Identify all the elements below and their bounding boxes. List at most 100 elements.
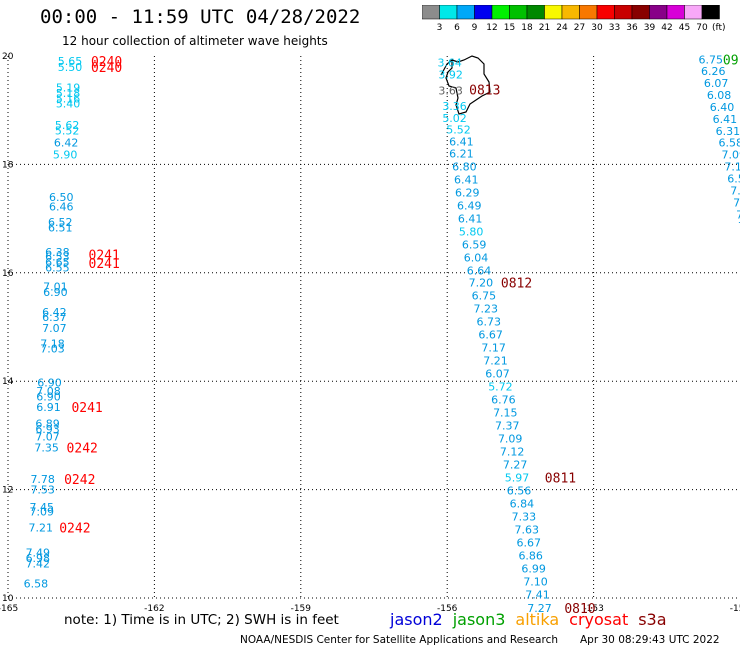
colorbar-label: 21 (539, 23, 550, 33)
colorbar-label: 12 (486, 23, 497, 33)
swh-value: 5.80 (459, 226, 484, 239)
swh-value: 7.02 (733, 196, 740, 209)
swh-value: 5.62 (55, 119, 80, 132)
swh-value: 6.31 (716, 125, 740, 138)
swh-value: 6.07 (485, 368, 510, 381)
colorbar-swatch (439, 5, 458, 20)
swh-value: 5.72 (488, 381, 513, 394)
y-tick-label: 10 (2, 594, 14, 604)
swh-value: 7.21 (28, 522, 53, 535)
pass-time: 0240 (91, 55, 122, 70)
swh-value: 7.09 (29, 505, 54, 518)
swh-value: 7.1 (736, 208, 740, 221)
swh-value: 5.02 (442, 112, 467, 125)
swh-value: 6.75 (699, 53, 724, 66)
swh-value: 5.19 (56, 81, 81, 94)
colorbar-label: 70 (696, 23, 708, 33)
swh-value: 5.65 (58, 55, 83, 68)
swh-value: 7.03 (40, 343, 65, 356)
swh-value: 6.26 (701, 65, 726, 78)
y-tick-label: 20 (2, 52, 14, 62)
swh-value: 6.42 (54, 137, 79, 150)
swh-value: 7.49 (26, 546, 51, 559)
graticule (8, 56, 740, 598)
colorbar-swatch (561, 5, 580, 20)
swh-value: 6.58 (24, 577, 48, 590)
coastline-big-island (440, 55, 491, 115)
swh-value: 3.63 (438, 85, 463, 98)
x-tick-label: -150 (730, 604, 740, 614)
axis-tick-labels: -165 -162 -159 -156 -153 -150 20 18 16 14 12 10 (0, 52, 740, 614)
swh-value: 6.37 (42, 311, 67, 324)
pass-time: 0813 (469, 84, 500, 99)
swh-value: 7.37 (495, 420, 520, 433)
swh-value: 7.45 (29, 501, 54, 514)
swh-value: 7.42 (26, 557, 51, 570)
x-tick-label: -165 (0, 604, 18, 614)
swh-value: 6.46 (49, 201, 74, 214)
swh-value: 7.27 (503, 459, 528, 472)
swh-value: 7.17 (481, 342, 506, 355)
swh-value: 5.97 (505, 472, 530, 485)
swh-value: 6.90 (43, 286, 68, 299)
colorbar-swatch (596, 5, 615, 20)
swh-value: 6.86 (518, 550, 543, 563)
colorbar-swatch (666, 5, 685, 20)
satellite-legend: jason2 jason3 altika cryosat s3a (390, 610, 677, 629)
swh-value: 7.41 (525, 589, 550, 602)
pass-time: 0915 (723, 53, 740, 68)
swh-value: 7.18 (40, 337, 65, 350)
swh-value: 6.29 (455, 187, 480, 200)
y-tick-label: 18 (2, 160, 14, 170)
swh-value: 3.92 (438, 68, 463, 81)
swh-value: 6.41 (458, 213, 483, 226)
coastline (440, 55, 491, 115)
swh-value: 6.50 (49, 191, 74, 204)
swh-value: 6.58 (719, 137, 740, 150)
swh-value: 7.33 (512, 511, 536, 524)
page-subtitle: 12 hour collection of altimeter wave hei… (62, 34, 328, 48)
swh-value: 6.84 (510, 498, 535, 511)
swh-value: 7.25 (730, 184, 740, 197)
swh-value: 6.04 (464, 252, 489, 265)
colorbar-swatch (474, 5, 493, 20)
swh-value: 5.18 (56, 87, 81, 100)
swh-value: 7.63 (515, 524, 540, 537)
swh-value: 7.07 (35, 430, 60, 443)
swh-value: 5.90 (53, 149, 77, 162)
colorbar-swatch (491, 5, 510, 20)
swh-value: 6.38 (45, 246, 69, 259)
units-note: note: 1) Time is in UTC; 2) SWH is in fe… (64, 612, 339, 628)
colorbar-label: 36 (626, 23, 638, 33)
swh-value: 6.89 (35, 417, 60, 430)
swh-value: 7.01 (43, 280, 68, 293)
swh-value: 6.93 (35, 423, 60, 436)
swh-value: 6.73 (476, 316, 501, 329)
colorbar-swatch (544, 5, 563, 20)
swh-value: 7.10 (523, 576, 548, 589)
colorbar-swatch (701, 5, 720, 20)
pass-time: 0241 (89, 248, 120, 263)
swh-value: 6.07 (704, 77, 729, 90)
colorbar-label: 3 (437, 23, 443, 33)
page-title: 00:00 - 11:59 UTC 04/28/2022 (40, 6, 361, 28)
swh-value: 7. (738, 220, 740, 233)
swh-value: 6.75 (472, 290, 497, 303)
pass-time: 0240 (91, 61, 122, 76)
pass-time: 0242 (59, 522, 90, 537)
swh-value: 6.41 (454, 174, 479, 187)
swh-value: 7.53 (30, 484, 54, 497)
swh-value: 7.09 (498, 433, 523, 446)
swh-value: 7.23 (474, 303, 499, 316)
pass-time: 0241 (71, 401, 102, 416)
swh-value: 7.12 (500, 446, 525, 459)
colorbar-swatch (631, 5, 650, 20)
legend-altika: altika (515, 610, 560, 629)
swh-value: 6.41 (449, 136, 474, 149)
swh-value: 6.41 (713, 113, 738, 126)
colorbar-label: 9 (472, 23, 478, 33)
y-tick-label: 12 (2, 486, 13, 496)
swh-value: 6.91 (36, 401, 61, 414)
colorbar-label: 33 (609, 23, 620, 33)
swh-value: 6.55 (45, 261, 69, 274)
